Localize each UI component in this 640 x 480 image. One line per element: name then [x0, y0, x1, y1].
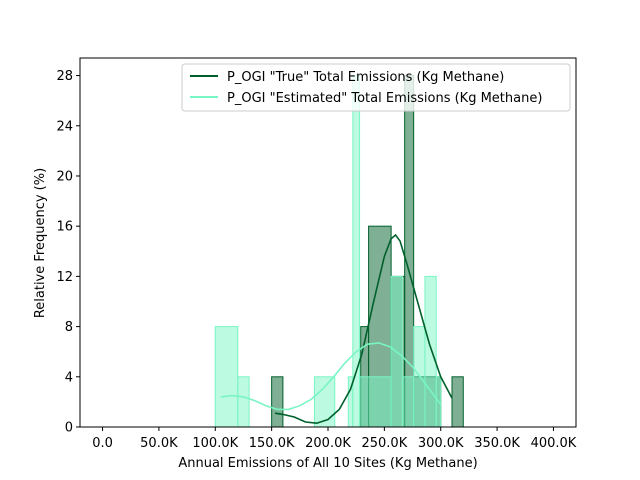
y-axis: 0 4 8 12 16 20 24 28 — [56, 69, 80, 436]
y-axis-label: Relative Frequency (%) — [33, 168, 48, 318]
y-tick-label: 16 — [56, 220, 73, 235]
bar-estimated-2 — [313, 376, 336, 428]
x-tick-label: 300.0K — [418, 436, 464, 451]
y-tick-label: 12 — [56, 270, 73, 285]
bar-true-4 — [404, 75, 415, 428]
legend-box — [181, 63, 571, 112]
y-tick-label: 4 — [65, 370, 73, 385]
legend-label-true: P_OGI "True" Total Emissions (Kg Methane… — [227, 70, 504, 85]
kde-layer — [220, 233, 453, 425]
y-tick-label: 28 — [56, 69, 73, 84]
x-tick-label: 50.0K — [140, 436, 178, 451]
kde-line-true — [274, 233, 453, 425]
bar-estimated-1 — [237, 376, 250, 428]
x-tick-label: 200.0K — [305, 436, 351, 451]
x-tick-label: 0.0 — [92, 436, 113, 451]
bar-estimated-7 — [401, 376, 415, 428]
bar-estimated-4 — [352, 75, 361, 428]
legend: P_OGI "True" Total Emissions (Kg Methane… — [181, 63, 571, 112]
bar-estimated-0 — [214, 326, 239, 428]
bar-true-6 — [451, 376, 464, 428]
kde-line-estimated — [220, 342, 442, 411]
y-tick-label: 8 — [65, 320, 73, 335]
bar-estimated-5 — [359, 376, 392, 428]
x-tick-label: 250.0K — [361, 436, 407, 451]
y-tick-label: 24 — [56, 119, 73, 134]
x-axis-label: Annual Emissions of All 10 Sites (Kg Met… — [178, 456, 477, 471]
legend-label-estimated: P_OGI "Estimated" Total Emissions (Kg Me… — [227, 91, 542, 106]
x-tick-label: 150.0K — [249, 436, 295, 451]
y-tick-label: 20 — [56, 169, 73, 184]
bar-true-0 — [271, 376, 284, 428]
x-tick-label: 100.0K — [192, 436, 238, 451]
y-tick-label: 0 — [65, 421, 73, 436]
x-axis: 0.0 50.0K 100.0K 150.0K 200.0K 250.0K 300.0K 35… — [92, 427, 577, 451]
x-tick-label: 400.0K — [531, 436, 577, 451]
x-tick-label: 350.0K — [474, 436, 520, 451]
bar-estimated-9 — [424, 275, 437, 428]
